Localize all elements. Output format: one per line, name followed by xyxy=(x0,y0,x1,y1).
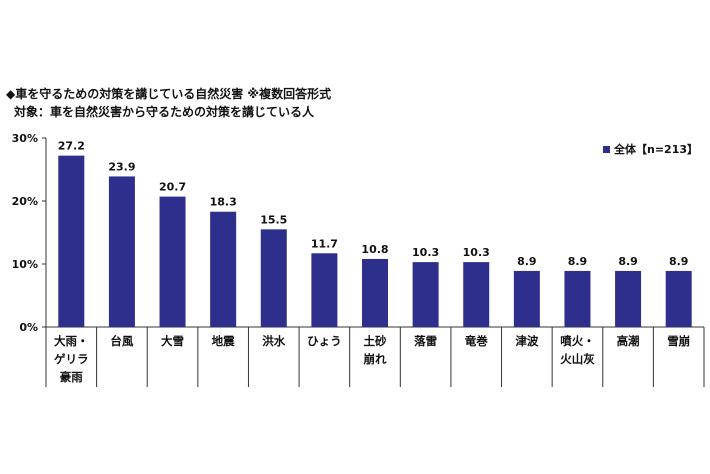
data-label: 8.9 xyxy=(568,255,588,268)
data-label: 27.2 xyxy=(58,140,85,153)
bar xyxy=(311,253,338,327)
data-label: 15.5 xyxy=(260,213,287,226)
category-label: 竜巻 xyxy=(465,334,488,348)
category-label: 大雨・ xyxy=(54,334,89,348)
data-label: 10.3 xyxy=(463,246,490,259)
data-label: 23.9 xyxy=(108,160,135,173)
category-label: 台風 xyxy=(110,334,133,348)
y-tick-label: 20% xyxy=(12,195,38,208)
bar xyxy=(58,155,85,327)
bar xyxy=(665,270,692,327)
data-label: 8.9 xyxy=(618,255,638,268)
category-label: 地震 xyxy=(212,334,235,348)
chart-subtitle: 対象：車を自然災害から守るための対策を講じている人 xyxy=(14,105,315,119)
bar xyxy=(159,196,186,327)
category-label: 噴火・ xyxy=(560,334,595,348)
y-tick-label: 30% xyxy=(12,132,38,145)
bar xyxy=(412,262,439,327)
category-label: 高潮 xyxy=(617,334,640,348)
category-label: ゲリラ xyxy=(54,352,89,366)
category-label: 大雪 xyxy=(161,334,184,348)
category-label: 落雷 xyxy=(414,334,437,348)
data-label: 8.9 xyxy=(669,255,689,268)
category-label: ひょう xyxy=(307,334,342,348)
bar xyxy=(108,176,135,327)
data-label: 10.8 xyxy=(361,243,388,256)
bar xyxy=(463,262,490,327)
bar xyxy=(210,211,237,327)
category-label: 洪水 xyxy=(262,334,285,348)
bar xyxy=(513,270,540,327)
data-label: 20.7 xyxy=(159,181,186,194)
data-label: 10.3 xyxy=(412,246,439,259)
category-label: 津波 xyxy=(515,334,538,348)
category-label: 雪崩 xyxy=(667,334,690,348)
data-label: 11.7 xyxy=(311,237,338,250)
y-tick-label: 10% xyxy=(12,258,38,271)
legend-label: 全体【n=213】 xyxy=(613,142,698,156)
chart-title: ◆車を守るための対策を講じている自然災害 ※複数回答形式 xyxy=(6,87,332,101)
category-label: 崩れ xyxy=(364,352,387,366)
category-label: 火山灰 xyxy=(560,352,595,366)
legend-swatch xyxy=(603,146,610,153)
bar xyxy=(615,270,642,327)
category-label: 土砂 xyxy=(364,334,387,348)
category-label: 豪雨 xyxy=(60,370,83,384)
data-label: 18.3 xyxy=(210,196,237,209)
bar xyxy=(564,270,591,327)
y-tick-label: 0% xyxy=(19,321,38,334)
data-label: 8.9 xyxy=(517,255,537,268)
bar xyxy=(260,229,287,327)
bar xyxy=(362,258,388,327)
